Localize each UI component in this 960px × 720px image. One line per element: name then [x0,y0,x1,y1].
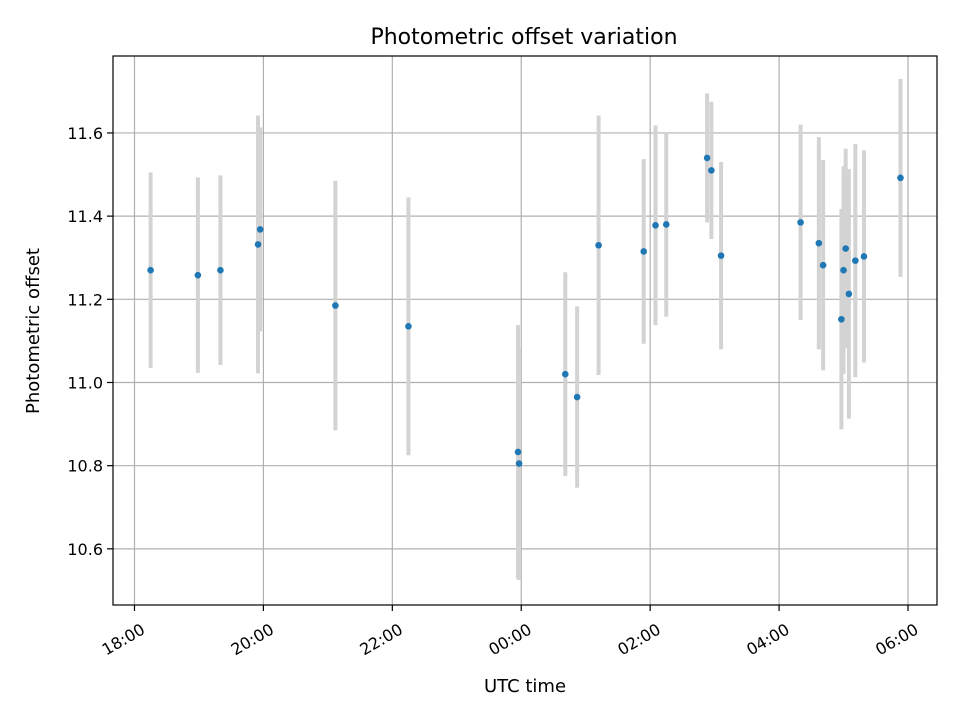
data-points [147,154,904,467]
data-point [708,167,715,174]
data-point [254,241,262,248]
data-point [514,448,522,456]
data-point [332,302,339,309]
data-point [845,290,853,298]
y-tick-label: 11.6 [67,124,103,143]
data-point [703,154,711,162]
data-point [662,221,670,228]
data-point [860,253,868,260]
data-point [640,248,648,255]
x-axis-label: UTC time [484,676,566,697]
data-point [852,257,859,264]
y-tick-label: 11.0 [67,373,103,392]
data-point [561,370,569,378]
y-tick-label: 10.6 [67,540,103,559]
data-point [405,323,412,330]
y-tick-label: 10.8 [67,457,103,476]
y-axis-label: Photometric offset [23,248,44,414]
plot-frame [112,55,938,606]
data-point [717,252,725,259]
y-axis-ticks: 10.6 10.8 11.0 11.2 11.4 11.6 [67,124,113,559]
data-point [815,239,823,247]
data-point [194,271,202,279]
data-point [515,460,523,467]
y-tick-label: 11.4 [67,207,103,226]
data-point [256,226,264,233]
data-point [797,219,804,226]
data-point [842,245,849,252]
data-point [897,174,904,182]
data-point [217,266,224,274]
data-point [819,261,827,269]
data-point [573,393,581,401]
data-point [652,221,659,229]
data-point [840,266,847,274]
data-point [838,315,845,323]
y-tick-label: 11.2 [67,290,103,309]
data-point [147,266,154,274]
data-point [595,241,602,249]
chart-title: Photometric offset variation [370,25,677,50]
